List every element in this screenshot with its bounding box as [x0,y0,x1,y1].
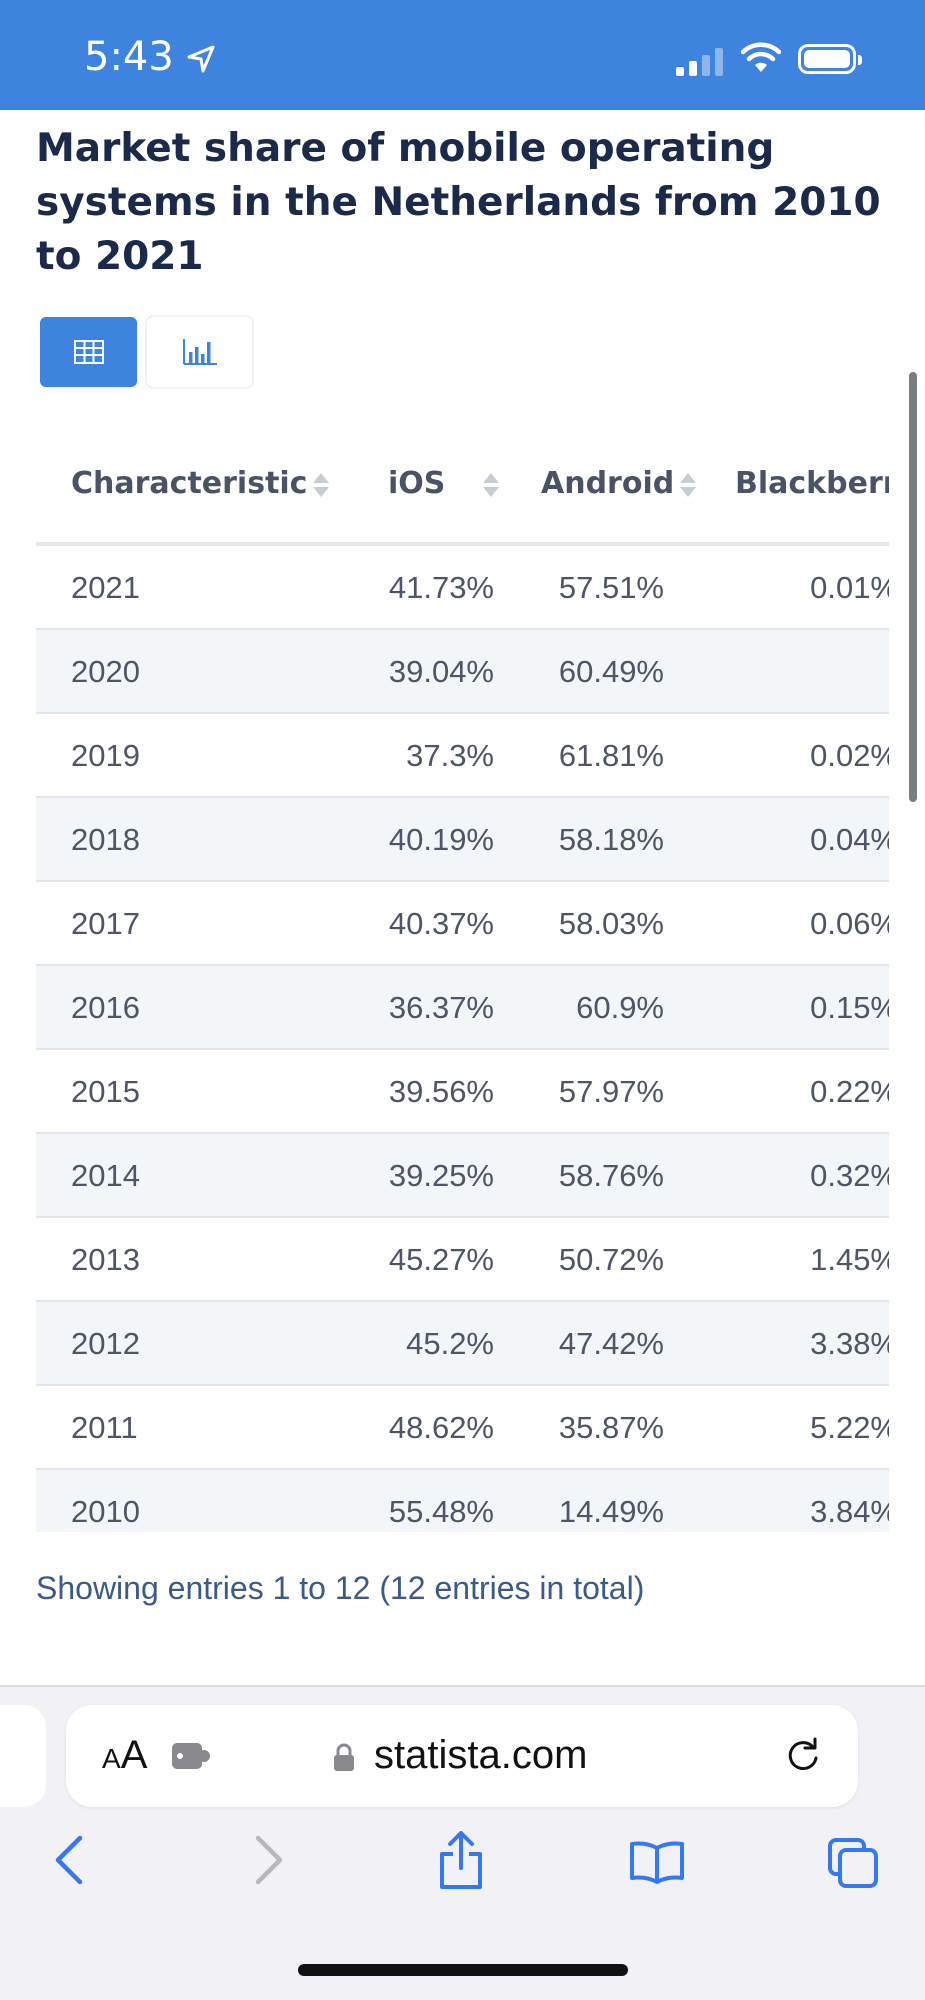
cell-android: 60.49% [558,654,664,689]
table-row: 2014 39.25% 58.76% 0.32% [36,1134,889,1218]
cell-ios: 45.2% [406,1326,494,1361]
cell-ios: 39.56% [388,1074,494,1109]
sort-icon [313,472,330,498]
cell-android: 14.49% [558,1494,664,1529]
cell-ios: 41.73% [388,570,494,605]
table-icon [73,340,104,364]
cell-year: 2010 [71,1494,140,1529]
cell-ios: 39.04% [388,654,494,689]
cell-android: 58.76% [558,1158,664,1193]
address-bar[interactable]: AA statista.com [66,1705,858,1807]
cell-year: 2014 [71,1158,140,1193]
table-header: Characteristic iOS Android Blackberry [36,430,889,546]
location-arrow-icon [187,45,215,73]
column-header-blackberry[interactable]: Blackberry [735,466,889,501]
table-body: 2021 41.73% 57.51% 0.01% 2020 39.04% 60.49% 201… [36,546,889,1532]
cell-blackberry: 0.22% [810,1074,889,1109]
cell-android: 58.18% [558,822,664,857]
cell-blackberry: 0.02% [810,738,889,773]
cell-ios: 40.19% [388,822,494,857]
cell-ios: 40.37% [388,906,494,941]
cell-blackberry: 0.15% [810,990,889,1025]
status-bar: 5:43 [0,0,925,110]
cell-blackberry: 0.04% [810,822,889,857]
table-row: 2015 39.56% 57.97% 0.22% [36,1050,889,1134]
table-row: 2017 40.37% 58.03% 0.06% [36,882,889,966]
share-icon[interactable] [436,1830,486,1890]
table-row: 2020 39.04% 60.49% [36,630,889,714]
cell-android: 35.87% [558,1410,664,1445]
lock-icon [334,1743,354,1771]
cell-ios: 39.25% [388,1158,494,1193]
cell-year: 2013 [71,1242,140,1277]
cell-android: 58.03% [558,906,664,941]
cell-year: 2012 [71,1326,140,1361]
cell-ios: 37.3% [406,738,494,773]
text-size-button[interactable]: AA [102,1733,148,1777]
cell-android: 47.42% [558,1326,664,1361]
cell-year: 2021 [71,570,140,605]
cell-blackberry: 3.84% [810,1494,889,1529]
cell-year: 2015 [71,1074,140,1109]
back-icon[interactable] [52,1834,86,1886]
sort-icon [483,472,500,498]
column-header-characteristic[interactable]: Characteristic [71,466,330,501]
cell-android: 50.72% [558,1242,664,1277]
table-row: 2021 41.73% 57.51% 0.01% [36,546,889,630]
column-header-ios[interactable]: iOS [388,466,500,501]
cell-blackberry: 1.45% [810,1242,889,1277]
tabs-icon[interactable] [826,1836,880,1890]
cell-ios: 36.37% [388,990,494,1025]
cell-year: 2020 [71,654,140,689]
cell-blackberry: 0.01% [810,570,889,605]
url-text: statista.com [374,1733,588,1777]
bookmarks-icon[interactable] [628,1840,686,1884]
cell-year: 2016 [71,990,140,1025]
table-view-button[interactable] [40,317,137,387]
cell-android: 57.97% [558,1074,664,1109]
cell-blackberry: 0.06% [810,906,889,941]
cell-ios: 55.48% [388,1494,494,1529]
status-time: 5:43 [84,34,174,80]
cell-year: 2019 [71,738,140,773]
chart-view-button[interactable] [147,317,252,387]
wifi-icon [741,42,781,72]
cell-blackberry: 3.38% [810,1326,889,1361]
previous-tab-preview[interactable] [0,1705,46,1807]
extension-icon[interactable] [170,1739,214,1773]
cell-ios: 48.62% [388,1410,494,1445]
reload-icon[interactable] [784,1737,822,1775]
table-row: 2011 48.62% 35.87% 5.22% [36,1386,889,1470]
table-row: 2010 55.48% 14.49% 3.84% [36,1470,889,1532]
sort-icon [680,472,697,498]
cell-year: 2011 [71,1410,138,1445]
table-row: 2012 45.2% 47.42% 3.38% [36,1302,889,1386]
cell-blackberry: 0.32% [810,1158,889,1193]
cell-ios: 45.27% [388,1242,494,1277]
entries-summary: Showing entries 1 to 12 (12 entries in t… [36,1570,645,1606]
cell-year: 2018 [71,822,140,857]
cell-android: 57.51% [558,570,664,605]
cell-year: 2017 [71,906,140,941]
bar-chart-icon [182,339,217,365]
toolbar-divider [0,1685,925,1687]
battery-icon [798,44,862,74]
cell-android: 60.9% [576,990,664,1025]
column-header-android[interactable]: Android [541,466,697,501]
statistics-table: Characteristic iOS Android Blackberry 20… [36,430,889,1532]
table-row: 2013 45.27% 50.72% 1.45% [36,1218,889,1302]
page-title: Market share of mobile operating systems… [36,126,881,279]
scrollbar[interactable] [909,372,917,802]
table-row: 2016 36.37% 60.9% 0.15% [36,966,889,1050]
table-row: 2018 40.19% 58.18% 0.04% [36,798,889,882]
home-indicator [298,1964,628,1976]
forward-icon[interactable] [252,1834,286,1886]
cellular-signal-icon [676,46,724,76]
cell-blackberry: 5.22% [810,1410,889,1445]
cell-android: 61.81% [558,738,664,773]
table-row: 2019 37.3% 61.81% 0.02% [36,714,889,798]
